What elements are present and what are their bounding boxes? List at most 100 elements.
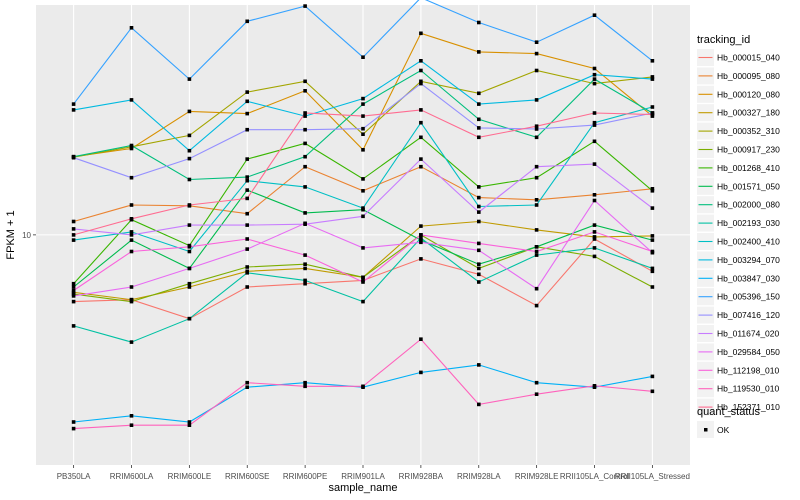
data-point [592,254,597,259]
data-point [245,285,249,289]
x-tick-label: RRIM600SE [225,472,269,481]
x-axis-title: sample_name [328,482,397,494]
data-point [592,13,597,17]
data-point [361,148,365,152]
data-point [361,189,365,193]
data-point [477,219,481,224]
data-point [303,127,307,132]
legend-title-tracking-id: tracking_id [697,34,750,46]
data-point [71,292,76,296]
data-point [303,281,307,286]
x-tick-label: RRIM600LE [168,472,212,481]
data-point [71,233,76,237]
data-point [303,79,307,84]
data-point [477,195,481,200]
data-point [245,211,249,216]
data-point [592,193,597,197]
data-point [187,423,192,427]
data-point [187,249,192,254]
legend-label: Hb_002400_410 [717,237,780,247]
data-point [71,426,76,431]
data-point [129,217,134,221]
data-point [477,402,481,407]
data-point [477,363,481,367]
legend-label: Hb_002193_030 [717,218,780,228]
data-point [187,223,192,227]
data-point [534,198,539,202]
data-point [534,51,539,56]
data-point [419,120,423,125]
data-point [303,111,307,115]
data-point [129,98,134,102]
data-point [592,235,597,239]
data-point [419,240,423,245]
data-point [419,108,423,112]
data-point [477,210,481,214]
legend-label: Hb_000095_080 [717,71,780,81]
data-point [303,141,307,146]
data-point [245,111,249,116]
legend-label: Hb_119530_010 [717,384,780,394]
data-point [477,248,481,253]
data-point [129,203,134,207]
data-point [419,31,423,36]
data-point [71,288,76,293]
data-point [129,297,134,302]
data-point [245,90,249,94]
legend-label: Hb_029584_050 [717,347,780,357]
data-point [361,384,365,389]
data-point [592,66,597,71]
x-tick-label: RRIM928LE [515,472,559,481]
data-point [187,266,192,271]
data-point [361,246,365,250]
data-point [303,380,307,385]
data-point [303,164,307,169]
data-point [419,79,423,84]
data-point [361,96,365,101]
data-point [303,211,307,215]
data-point [534,135,539,140]
data-point [419,59,423,63]
data-point [477,102,481,106]
data-point [592,384,597,388]
data-point [245,188,249,192]
data-point [71,102,76,106]
data-point [534,249,539,254]
data-point [71,420,76,424]
legend-label: Hb_000352_310 [717,126,780,136]
data-point [187,245,192,249]
legend-label: Hb_011674_020 [717,329,780,339]
data-point [303,384,307,389]
data-point [419,233,423,237]
data-point [592,246,597,250]
data-point [477,262,481,266]
data-point [361,55,365,59]
data-point [592,120,597,125]
legend-title-quant-status: quant_status [697,406,760,418]
data-point [303,221,307,226]
x-tick-label: RRII105LA_Stressed [615,472,690,481]
data-point [592,230,597,234]
data-point [361,206,365,210]
legend-label: Hb_002000_080 [717,200,780,210]
data-point [534,380,539,385]
data-point [303,89,307,93]
data-point [245,196,249,201]
data-point [187,109,192,114]
legend-label: Hb_000917_230 [717,145,780,155]
data-point [245,127,249,132]
legend-label: Hb_000327_180 [717,108,780,118]
data-point [419,238,423,242]
data-point [650,59,655,63]
data-point [303,4,307,8]
data-point [650,374,655,379]
data-point [129,423,134,427]
y-axis-title: FPKM + 1 [5,210,17,259]
x-tick-label: RRIM901LA [341,472,385,481]
data-point [129,143,134,148]
data-point [477,135,481,140]
data-point [361,102,365,106]
data-point [592,198,597,203]
data-point [245,271,249,275]
